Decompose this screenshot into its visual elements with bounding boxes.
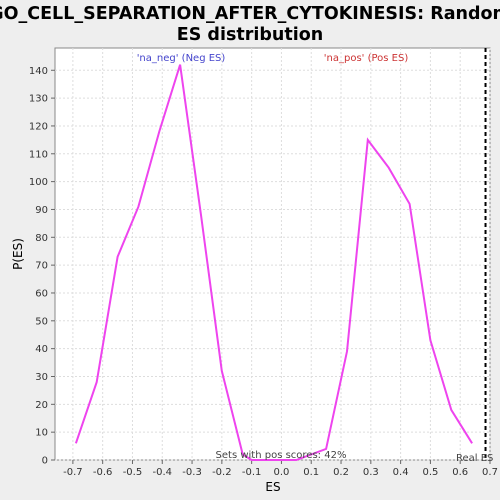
y-tick-label: 100 bbox=[29, 177, 48, 188]
y-tick-label: 110 bbox=[29, 149, 48, 160]
neg-es-label: 'na_neg' (Neg ES) bbox=[137, 53, 226, 64]
pos-es-label: 'na_pos' (Pos ES) bbox=[324, 53, 409, 64]
x-tick-label: -0.6 bbox=[93, 467, 113, 478]
chart-title-line2: ES distribution bbox=[177, 25, 323, 45]
x-tick-label: -0.5 bbox=[123, 467, 143, 478]
y-tick-label: 40 bbox=[35, 344, 48, 355]
y-tick-label: 60 bbox=[35, 288, 48, 299]
real-es-label: Real ES bbox=[456, 453, 493, 464]
y-axis-label: P(ES) bbox=[11, 238, 25, 270]
y-tick-label: 140 bbox=[29, 66, 48, 77]
x-tick-label: 0.1 bbox=[303, 467, 319, 478]
y-axis-ticks: 0 10 20 30 40 50 60 70 80 90 100 110 120 130 140 bbox=[29, 66, 55, 467]
sets-pos-note: Sets with pos scores: 42% bbox=[216, 450, 347, 461]
x-tick-label: -0.3 bbox=[182, 467, 202, 478]
x-tick-label: 0.5 bbox=[422, 467, 438, 478]
x-tick-label: 0.3 bbox=[363, 467, 379, 478]
x-axis-ticks: -0.7 -0.6 -0.5 -0.4 -0.3 -0.2 -0.1 0.0 0.1 0.2 0.3… bbox=[63, 460, 498, 478]
x-tick-label: -0.4 bbox=[153, 467, 173, 478]
x-tick-label: 0.2 bbox=[333, 467, 349, 478]
y-tick-label: 90 bbox=[35, 205, 48, 216]
y-tick-label: 130 bbox=[29, 94, 48, 105]
y-tick-label: 30 bbox=[35, 372, 48, 383]
x-tick-label: 0.4 bbox=[393, 467, 409, 478]
y-tick-label: 70 bbox=[35, 261, 48, 272]
x-tick-label: 0.7 bbox=[482, 467, 498, 478]
plot-area bbox=[54, 47, 491, 461]
x-tick-label: -0.2 bbox=[212, 467, 232, 478]
y-tick-label: 120 bbox=[29, 121, 48, 132]
x-axis-label: ES bbox=[265, 480, 280, 494]
y-tick-label: 80 bbox=[35, 233, 48, 244]
x-tick-label: -0.1 bbox=[242, 467, 262, 478]
x-tick-label: -0.7 bbox=[63, 467, 83, 478]
chart-title-line1: GO_CELL_SEPARATION_AFTER_CYTOKINESIS: Ra… bbox=[0, 4, 500, 24]
y-tick-label: 50 bbox=[35, 316, 48, 327]
y-tick-label: 20 bbox=[35, 400, 48, 411]
x-tick-label: 0.6 bbox=[452, 467, 468, 478]
y-tick-label: 10 bbox=[35, 428, 48, 439]
x-tick-label: 0.0 bbox=[273, 467, 289, 478]
es-distribution-line bbox=[74, 64, 473, 461]
y-tick-label: 0 bbox=[42, 456, 48, 467]
